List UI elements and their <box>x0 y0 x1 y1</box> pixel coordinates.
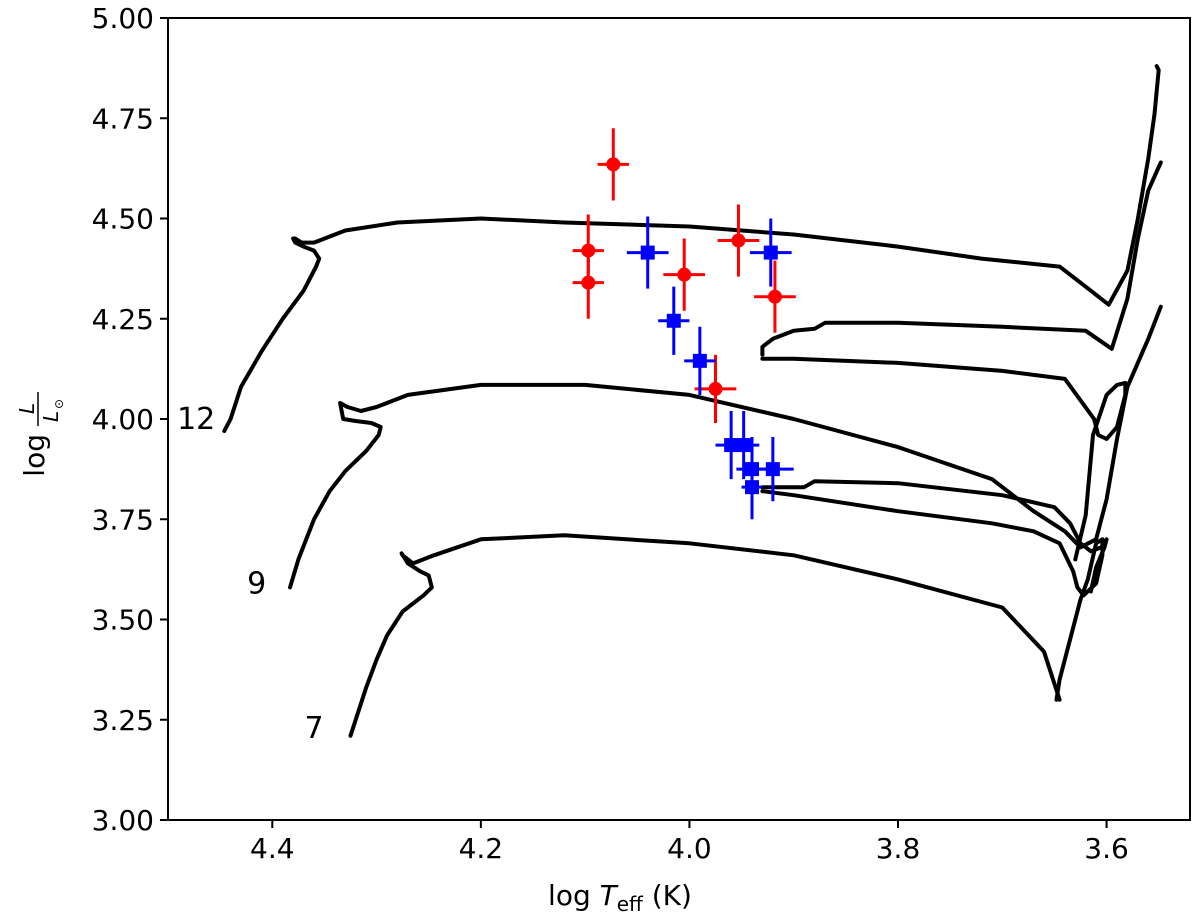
y-axis: 3.00 3.25 3.50 3.75 4.00 4.25 4.50 4.75 5.00 <box>92 2 168 837</box>
data-points <box>572 128 796 520</box>
svg-text:⊙: ⊙ <box>52 399 66 409</box>
track-label-9: 9 <box>247 566 266 601</box>
y-tick-label: 4.25 <box>92 303 154 336</box>
track-line-7 <box>348 533 1062 738</box>
red-point-7 <box>694 354 737 424</box>
blue-point-8 <box>752 437 794 502</box>
y-tick-label: 4.50 <box>92 203 154 236</box>
y-tick-label: 3.25 <box>92 704 154 737</box>
y-tick-label: 3.50 <box>92 604 154 637</box>
evolutionary-tracks: 12 9 7 <box>177 64 1163 746</box>
blue-point-4 <box>684 326 716 395</box>
track-line-3 <box>760 356 1128 562</box>
x-tick-label: 4.2 <box>459 832 504 865</box>
x-tick-label: 4.0 <box>667 832 712 865</box>
y-tick-label: 3.75 <box>92 503 154 536</box>
plot-frame <box>167 17 1191 821</box>
svg-text:log: log <box>18 434 51 477</box>
y-tick-label: 5.00 <box>92 2 154 35</box>
y-tick-label: 3.00 <box>92 804 154 837</box>
y-tick-label: 4.00 <box>92 403 154 436</box>
red-point-3 <box>572 246 604 319</box>
track-line-6 <box>760 489 1105 702</box>
blue-point-3 <box>658 286 690 355</box>
x-tick-label: 3.6 <box>1084 832 1129 865</box>
red-point-6 <box>754 260 796 333</box>
blue-point-1 <box>626 216 669 289</box>
blue-point-9 <box>741 455 763 520</box>
x-tick-label: 4.4 <box>250 832 295 865</box>
x-axis: 4.4 4.2 4.0 3.8 3.6 <box>250 820 1129 865</box>
red-point-4 <box>663 238 706 311</box>
red-point-1 <box>597 128 629 201</box>
y-tick-label: 4.75 <box>92 102 154 135</box>
x-tick-label: 3.8 <box>876 832 921 865</box>
y-axis-label: log L L ⊙ <box>15 392 66 477</box>
x-axis-label: log Teff (K) <box>548 879 692 916</box>
track-line-2 <box>760 160 1163 357</box>
track-label-12: 12 <box>177 402 215 437</box>
svg-text:L: L <box>15 403 39 414</box>
svg-text:L: L <box>39 411 63 422</box>
blue-point-2 <box>749 218 792 287</box>
track-line-4 <box>288 304 1163 590</box>
red-point-5 <box>717 204 760 277</box>
track-label-7: 7 <box>304 711 323 746</box>
track-line-1 <box>222 64 1161 433</box>
track-line-5 <box>760 479 1109 594</box>
